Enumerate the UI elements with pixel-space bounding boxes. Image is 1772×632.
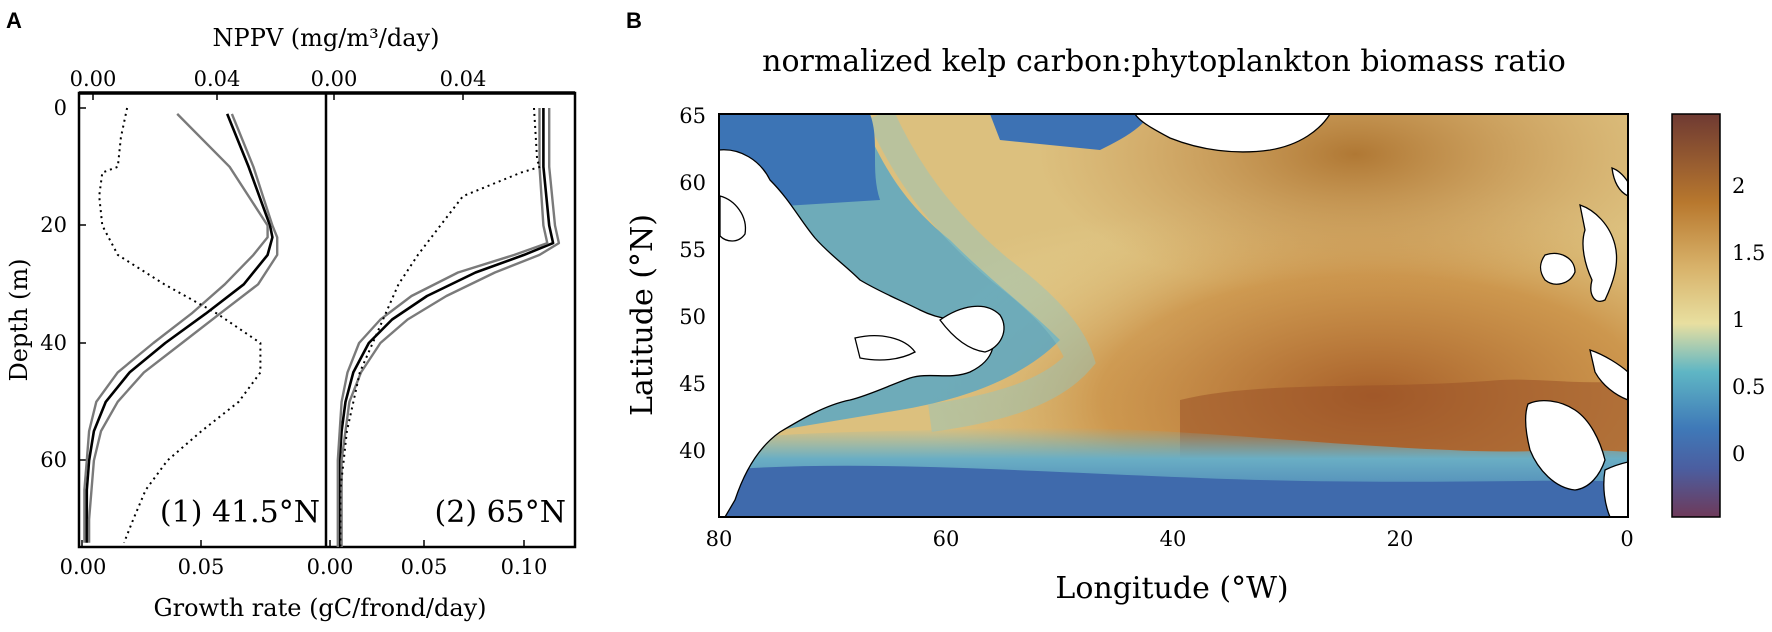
lat-tick-65: 65	[679, 104, 706, 128]
subpanel-2-series	[336, 107, 561, 547]
lon-tick-60: 60	[933, 527, 960, 551]
subpanel-2-label: (2) 65°N	[435, 495, 566, 530]
cbar-tick-0-5: 0.5	[1732, 375, 1765, 399]
cbar-tick-1-5: 1.5	[1732, 241, 1765, 265]
top-tick-left-0: 0.00	[70, 67, 117, 91]
map-x-ticks: 80 60 40 20 0	[706, 527, 1634, 551]
colorbar	[1671, 113, 1721, 518]
profile-2-series-1-solid-gray	[340, 108, 561, 547]
y-tick-0: 0	[54, 96, 67, 120]
y-tick-marks	[79, 107, 86, 461]
cbar-tick-0: 0	[1732, 442, 1745, 466]
lat-tick-50: 50	[679, 305, 706, 329]
panel-a-letter: A	[6, 8, 22, 33]
y-tick-40: 40	[40, 331, 67, 355]
bottom-tick-right-1: 0.05	[401, 555, 448, 579]
bottom-tick-right-0: 0.00	[307, 555, 354, 579]
profile-1-series-1-solid-gray	[87, 113, 279, 543]
top-tick-marks	[92, 93, 464, 100]
panel-b-letter: B	[626, 8, 642, 33]
bottom-tick-left-0: 0.00	[60, 555, 107, 579]
depth-axis-label: Depth (m)	[5, 258, 33, 381]
lon-tick-80: 80	[706, 527, 733, 551]
subpanel-1-series	[83, 107, 279, 544]
y-tick-20: 20	[40, 213, 67, 237]
bottom-tick-marks	[81, 540, 525, 547]
lat-tick-40: 40	[679, 439, 706, 463]
bottom-tick-left-1: 0.05	[178, 555, 225, 579]
subpanel-1-label: (1) 41.5°N	[160, 495, 320, 530]
npp-top-axis-label: NPPV (mg/m³/day)	[213, 24, 440, 52]
profile-1-series-3-dotted-black	[98, 107, 262, 544]
land-masses	[719, 114, 1628, 517]
top-ticks: 0.00 0.04 0.00 0.04	[70, 67, 487, 91]
map-title: normalized kelp carbon:phytoplankton bio…	[762, 44, 1566, 79]
map-y-ticks: 65 60 55 50 45 40	[679, 104, 706, 463]
top-tick-left-1: 0.04	[194, 67, 241, 91]
growth-axis-label: Growth rate (gC/frond/day)	[153, 594, 486, 622]
panel-a-axes-frame	[77, 91, 577, 549]
bottom-tick-right-2: 0.10	[501, 555, 548, 579]
lat-tick-45: 45	[679, 372, 706, 396]
map-frame	[718, 113, 1629, 518]
profile-1-series-2-solid-gray	[83, 113, 269, 543]
lon-tick-20: 20	[1387, 527, 1414, 551]
lon-tick-0: 0	[1620, 527, 1633, 551]
lon-tick-40: 40	[1160, 527, 1187, 551]
cbar-tick-1: 1	[1732, 308, 1745, 332]
y-tick-60: 60	[40, 448, 67, 472]
top-tick-right-0: 0.00	[311, 67, 358, 91]
profile-2-series-2-solid-gray	[336, 108, 549, 547]
y-ticks: 0 20 40 60	[40, 96, 67, 472]
top-tick-right-1: 0.04	[440, 67, 487, 91]
lat-tick-60: 60	[679, 171, 706, 195]
bottom-ticks: 0.00 0.05 0.00 0.05 0.10	[60, 555, 548, 579]
cbar-tick-2: 2	[1732, 174, 1745, 198]
profile-2-series-3-dotted-black	[339, 107, 542, 547]
longitude-axis-label: Longitude (°W)	[1055, 571, 1288, 606]
profile-1-series-0-solid-black	[85, 113, 274, 543]
latitude-axis-label: Latitude (°N)	[625, 214, 660, 416]
colorbar-ticks: 2 1.5 1 0.5 0	[1732, 174, 1765, 466]
profile-2-series-0-solid-black	[338, 108, 555, 547]
lat-tick-55: 55	[679, 238, 706, 262]
